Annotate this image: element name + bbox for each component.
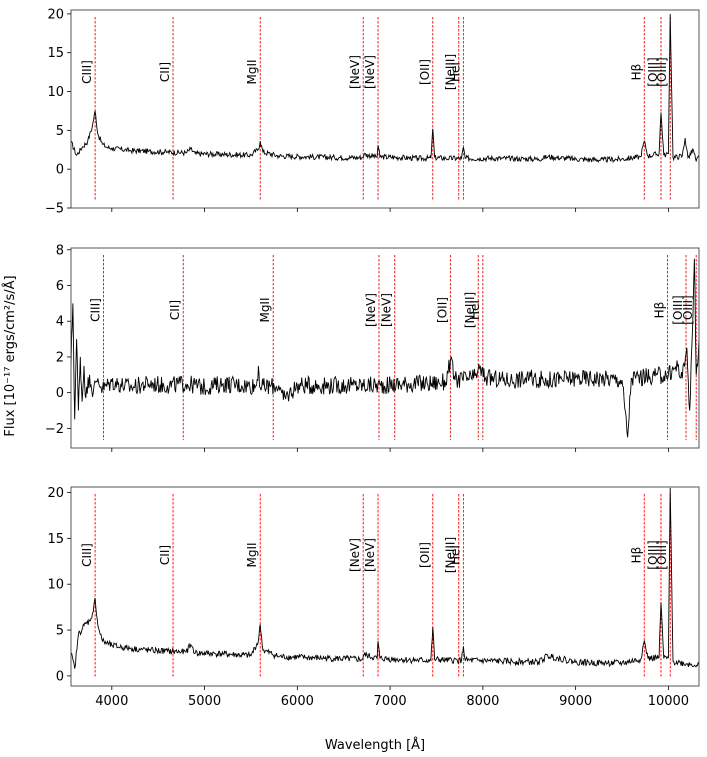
- xtick-label-7: 10000: [648, 694, 689, 709]
- emission-line-label-6: [OII]: [435, 297, 449, 323]
- spectrum-line: [71, 258, 699, 438]
- xtick-label-3: 6000: [281, 694, 314, 709]
- emission-line-label-1: CIII]: [88, 298, 102, 322]
- axes-frame: [70, 9, 700, 209]
- ytick-label-1: −5: [45, 202, 64, 217]
- ytick-label-2: 0: [56, 163, 64, 178]
- emission-line-label-11: [OIII]: [655, 540, 669, 569]
- emission-line-label-2: CII]: [168, 300, 182, 320]
- ytick-label-6: 20: [47, 7, 64, 22]
- emission-line-label-9: Hβ: [629, 64, 643, 81]
- emission-line-label-2: CII]: [158, 545, 172, 565]
- emission-line-label-8: HeI: [468, 300, 482, 320]
- emission-line-label-8: HeI: [448, 545, 462, 565]
- emission-line-label-5: [NeV]: [380, 293, 394, 327]
- emission-line-label-7: [NeIII]: [444, 537, 458, 573]
- emission-line-label-10: [OIII]: [646, 57, 660, 86]
- emission-line-label-3: MgII: [258, 297, 272, 322]
- emission-line-label-1: CIII]: [80, 60, 94, 84]
- emission-line-label-4: [NeV]: [348, 55, 362, 89]
- emission-line-label-2: CII]: [158, 62, 172, 82]
- axes-frame: [70, 486, 700, 687]
- emission-line-label-3: MgII: [245, 59, 259, 84]
- xtick-label-5: 8000: [466, 694, 499, 709]
- emission-line-label-6: [OII]: [418, 542, 432, 568]
- emission-line-label-4: [NeV]: [364, 293, 378, 327]
- ytick-label-5: 15: [47, 46, 64, 61]
- emission-line-label-11: [OIII]: [681, 295, 695, 324]
- spectrum-line: [71, 487, 699, 669]
- spectrum-line: [71, 13, 699, 164]
- emission-line-label-10: [OIII]: [671, 295, 685, 324]
- emission-line-label-7: [NeIII]: [463, 292, 477, 328]
- emission-line-label-4: [NeV]: [348, 538, 362, 572]
- emission-line-label-5: [NeV]: [363, 538, 377, 572]
- emission-line-label-6: [OII]: [418, 59, 432, 85]
- panel-3: 0 5 10 15 20 4000 5000 6000 7000 8000 9000 10000 CII…: [47, 486, 700, 709]
- emission-line-label-9: Hβ: [629, 547, 643, 564]
- ytick-label-3: 5: [56, 124, 64, 139]
- emission-line-label-9: Hβ: [652, 302, 666, 319]
- emission-line-label-10: [OIII]: [646, 540, 660, 569]
- ytick-label-3: 2: [56, 350, 64, 365]
- ytick-label-2: 0: [56, 386, 64, 401]
- xtick-label-6: 9000: [559, 694, 592, 709]
- ytick-label-4: 4: [56, 315, 64, 330]
- x-axis-label: Wavelength [Å]: [325, 737, 425, 753]
- ytick-label-3: 10: [47, 578, 64, 593]
- xtick-label-1: 4000: [95, 694, 128, 709]
- emission-line-label-8: HeI: [448, 62, 462, 82]
- ytick-label-5: 20: [47, 486, 64, 501]
- emission-line-label-11: [OIII]: [655, 57, 669, 86]
- emission-line-label-1: CIII]: [80, 543, 94, 567]
- xtick-label-2: 5000: [188, 694, 221, 709]
- emission-line-label-3: MgII: [245, 542, 259, 567]
- ytick-label-4: 10: [47, 85, 64, 100]
- emission-line-label-5: [NeV]: [363, 55, 377, 89]
- ytick-label-2: 5: [56, 624, 64, 639]
- ytick-label-1: 0: [56, 669, 64, 684]
- ytick-label-4: 15: [47, 532, 64, 547]
- emission-line-label-7: [NeIII]: [444, 54, 458, 90]
- xtick-label-4: 7000: [374, 694, 407, 709]
- ytick-label-1: −2: [45, 422, 64, 437]
- ytick-label-6: 8: [56, 243, 64, 258]
- axes-frame: [70, 247, 700, 449]
- panel-2: −2 0 2 4 6 8 CIII] CII] MgII [NeV] [NeV] [OII] [NeII…: [45, 243, 700, 452]
- panel-1: −5 0 5 10 15 20 CIII] CII] MgII [NeV] [NeV] [OII] [N…: [45, 7, 700, 217]
- y-axis-label: Flux [10⁻¹⁷ ergs/cm²/s/Å]: [2, 275, 18, 436]
- ytick-label-5: 6: [56, 279, 64, 294]
